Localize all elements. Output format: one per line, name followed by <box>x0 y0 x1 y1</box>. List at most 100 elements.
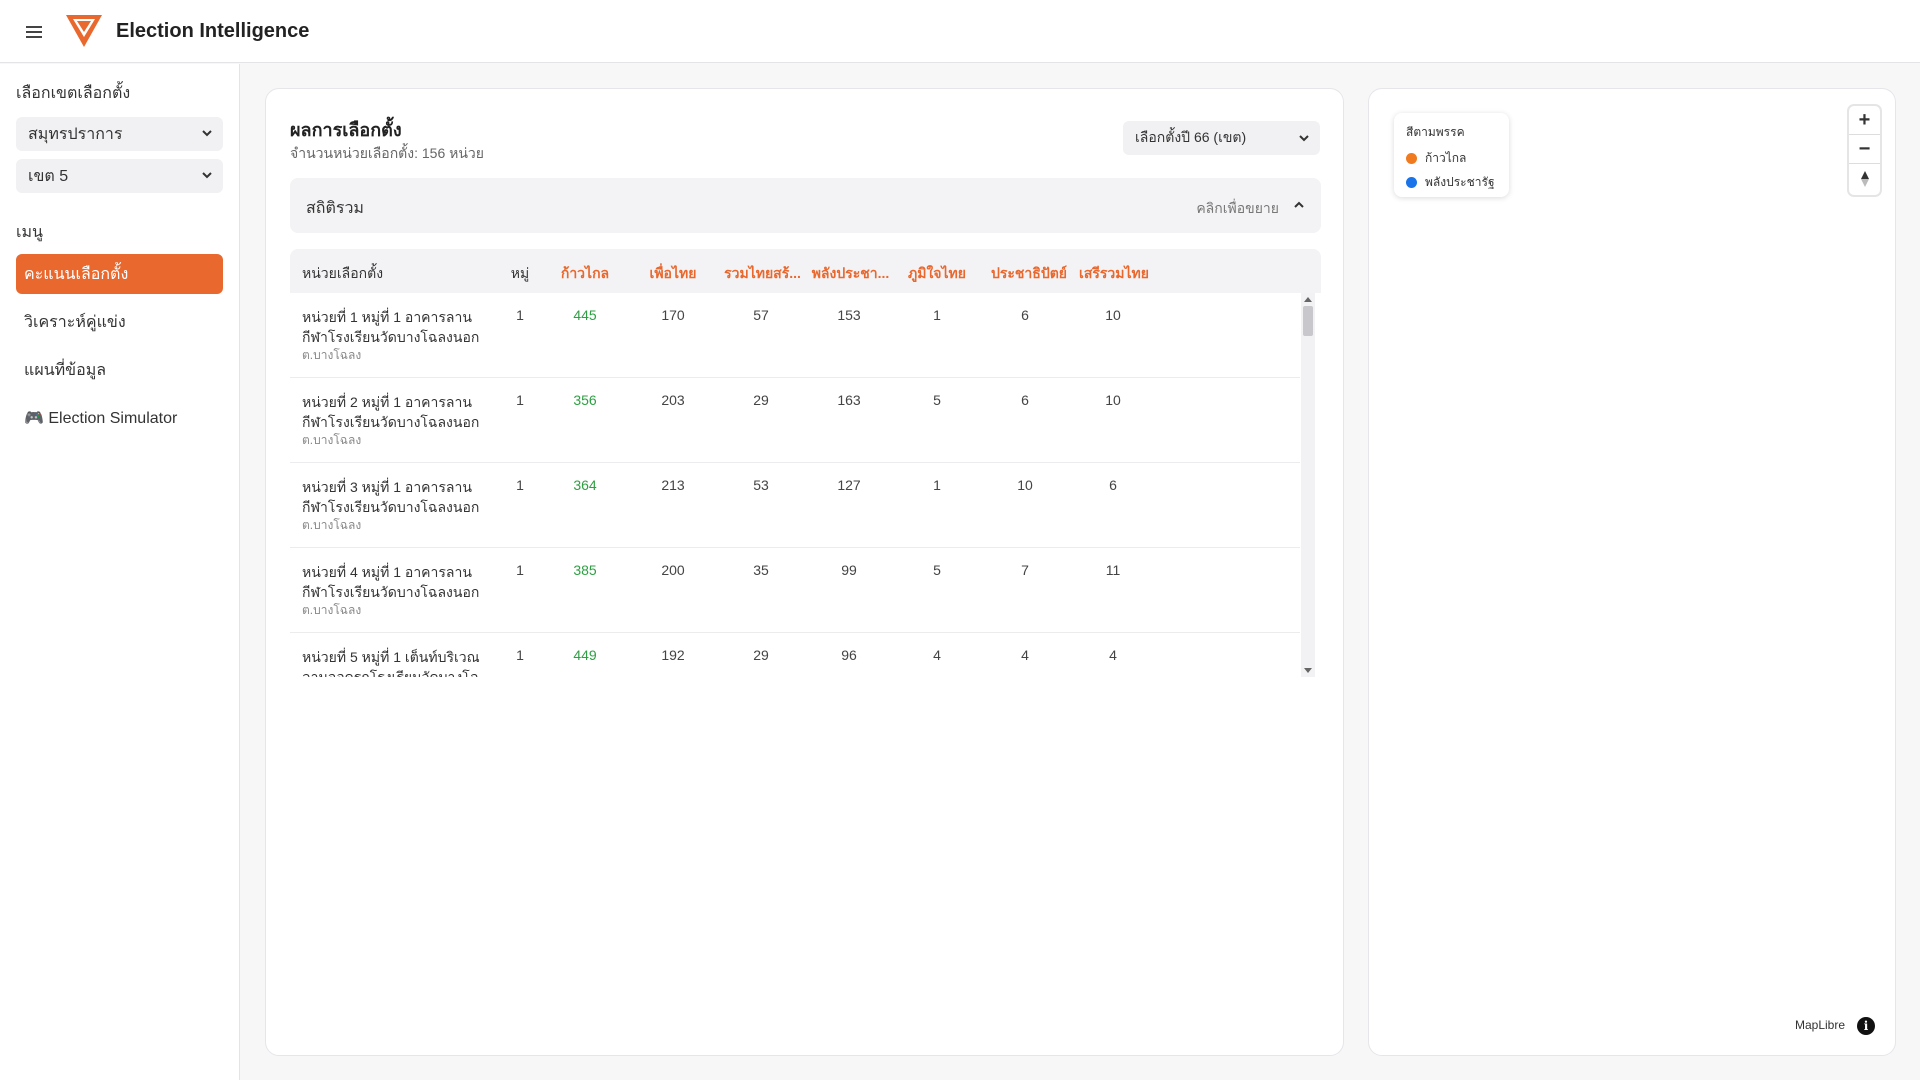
vote-cell: 1 <box>933 307 941 323</box>
sidebar: เลือกเขตเลือกตั้ง สมุทรปราการ เขต 5 เมนู… <box>0 64 240 1080</box>
scroll-down-arrow-icon[interactable] <box>1304 668 1312 673</box>
logo-icon <box>66 15 102 47</box>
chevron-up-icon <box>1294 201 1304 208</box>
election-year-value: เลือกตั้งปี 66 (เขต) <box>1135 129 1247 145</box>
subdistrict-name: ต.บางโฉลง <box>302 603 362 617</box>
vote-cell: 10 <box>1105 392 1121 408</box>
vote-cell: 99 <box>841 562 857 578</box>
col-header-party[interactable]: ภูมิใจไทย <box>908 265 966 281</box>
col-header-party[interactable]: ก้าวไกล <box>560 265 610 281</box>
vote-cell: 203 <box>661 392 685 408</box>
vote-cell: 11 <box>1105 562 1121 578</box>
vote-cell: 29 <box>753 392 769 408</box>
col-header-party[interactable]: รวมไทยสร้... <box>724 265 801 281</box>
vote-cell: 96 <box>841 647 857 663</box>
hamburger-icon[interactable] <box>24 23 44 39</box>
vote-cell: 445 <box>573 307 597 323</box>
vote-cell: 10 <box>1105 307 1121 323</box>
vote-cell: 153 <box>837 307 861 323</box>
table-row[interactable]: หน่วยที่ 5 หมู่ที่ 1 เต็นท์บริเวณลานจอดร… <box>290 633 1300 677</box>
subdistrict-name: ต.บางโฉลง <box>302 348 362 362</box>
vote-cell: 6 <box>1021 392 1029 408</box>
vote-cell: 200 <box>661 562 685 578</box>
zoom-out-button[interactable]: − <box>1849 135 1880 164</box>
election-year-select[interactable]: เลือกตั้งปี 66 (เขต) <box>1123 121 1320 155</box>
vote-cell: 1 <box>933 477 941 493</box>
summary-stats-toggle[interactable]: สถิติรวม คลิกเพื่อขยาย <box>290 178 1321 233</box>
table-row[interactable]: หน่วยที่ 3 หมู่ที่ 1 อาคารลานกีฬาโรงเรีย… <box>290 463 1300 548</box>
chevron-down-icon <box>202 172 212 179</box>
nav-item-data-map[interactable]: แผนที่ข้อมูล <box>24 361 107 379</box>
vote-cell: 364 <box>573 477 597 493</box>
app-title: Election Intelligence <box>116 20 310 42</box>
nav-item-competitor-analysis[interactable]: วิเคราะห์คู่แข่ง <box>24 313 126 331</box>
vote-cell: 6 <box>1109 477 1117 493</box>
moo-cell: 1 <box>516 392 524 408</box>
col-header-party[interactable]: เพื่อไทย <box>649 265 697 281</box>
district-select-value: เขต 5 <box>28 167 69 185</box>
scroll-thumb[interactable] <box>1303 306 1313 336</box>
moo-cell: 1 <box>516 307 524 323</box>
table-row[interactable]: หน่วยที่ 2 หมู่ที่ 1 อาคารลานกีฬาโรงเรีย… <box>290 378 1300 463</box>
table-row[interactable]: หน่วยที่ 4 หมู่ที่ 1 อาคารลานกีฬาโรงเรีย… <box>290 548 1300 633</box>
vote-cell: 449 <box>573 647 597 663</box>
col-header-moo[interactable]: หมู่ <box>510 265 530 281</box>
vote-cell: 35 <box>753 562 769 578</box>
subdistrict-name: ต.บางโฉลง <box>302 518 362 532</box>
moo-cell: 1 <box>516 562 524 578</box>
moo-cell: 1 <box>516 647 524 663</box>
results-table-header: หน่วยเลือกตั้ง หมู่ ก้าวไกล เพื่อไทย รวม… <box>290 249 1321 293</box>
legend-item: พลังประชารัฐ <box>1406 173 1497 192</box>
results-title: ผลการเลือกตั้ง <box>290 120 402 140</box>
vote-cell: 57 <box>753 307 769 323</box>
col-header-unit[interactable]: หน่วยเลือกตั้ง <box>302 265 384 281</box>
vote-cell: 170 <box>661 307 685 323</box>
province-select[interactable]: สมุทรปราการ <box>16 117 223 151</box>
chevron-down-icon <box>1299 135 1309 142</box>
app-header: Election Intelligence <box>0 0 1920 63</box>
reset-bearing-button[interactable] <box>1849 164 1880 193</box>
expand-hint: คลิกเพื่อขยาย <box>1196 200 1279 216</box>
menu-label: เมนู <box>16 224 43 241</box>
map-panel[interactable]: สีตามพรรค ก้าวไกล พลังประชารัฐ + − MapLi… <box>1368 88 1896 1056</box>
col-header-party[interactable]: ประชาธิปัตย์ <box>990 265 1067 281</box>
col-header-party[interactable]: พลังประชา... <box>811 265 890 281</box>
select-district-label: เลือกเขตเลือกตั้ง <box>16 85 131 102</box>
vote-cell: 127 <box>837 477 861 493</box>
legend-dot-icon <box>1406 177 1417 188</box>
scroll-up-arrow-icon[interactable] <box>1304 297 1312 302</box>
polling-unit-name: หน่วยที่ 1 หมู่ที่ 1 อาคารลานกีฬาโรงเรีย… <box>302 309 480 345</box>
chevron-down-icon <box>202 130 212 137</box>
nav-item-election-simulator[interactable]: 🎮 Election Simulator <box>24 410 178 427</box>
results-table-body[interactable]: หน่วยที่ 1 หมู่ที่ 1 อาคารลานกีฬาโรงเรีย… <box>290 293 1321 677</box>
legend-label: ก้าวไกล <box>1425 151 1467 165</box>
map-legend: สีตามพรรค ก้าวไกล พลังประชารัฐ <box>1394 113 1509 197</box>
map-zoom-controls: + − <box>1849 106 1880 195</box>
province-select-value: สมุทรปราการ <box>28 125 123 143</box>
polling-unit-name: หน่วยที่ 2 หมู่ที่ 1 อาคารลานกีฬาโรงเรีย… <box>302 394 480 430</box>
legend-dot-icon <box>1406 153 1417 164</box>
polling-unit-name: หน่วยที่ 5 หมู่ที่ 1 เต็นท์บริเวณลานจอดร… <box>302 649 480 677</box>
district-select[interactable]: เขต 5 <box>16 159 223 193</box>
zoom-in-button[interactable]: + <box>1849 106 1880 135</box>
vote-cell: 53 <box>753 477 769 493</box>
legend-title: สีตามพรรค <box>1406 125 1465 139</box>
polling-unit-count: จำนวนหน่วยเลือกตั้ง: 156 หน่วย <box>290 145 484 161</box>
polling-unit-name: หน่วยที่ 3 หมู่ที่ 1 อาคารลานกีฬาโรงเรีย… <box>302 479 480 515</box>
col-header-party[interactable]: เสรีรวมไทย <box>1079 265 1149 281</box>
polling-unit-name: หน่วยที่ 4 หมู่ที่ 1 อาคารลานกีฬาโรงเรีย… <box>302 564 480 600</box>
vote-cell: 385 <box>573 562 597 578</box>
info-icon[interactable]: i <box>1857 1017 1875 1035</box>
nav-item-scores[interactable]: คะแนนเลือกตั้ง <box>16 254 223 294</box>
table-row[interactable]: หน่วยที่ 1 หมู่ที่ 1 อาคารลานกีฬาโรงเรีย… <box>290 293 1300 378</box>
map-attribution[interactable]: MapLibre <box>1794 1018 1845 1032</box>
legend-label: พลังประชารัฐ <box>1425 175 1495 189</box>
subdistrict-name: ต.บางโฉลง <box>302 433 362 447</box>
results-card: ผลการเลือกตั้ง จำนวนหน่วยเลือกตั้ง: 156 … <box>265 88 1344 1056</box>
vote-cell: 6 <box>1021 307 1029 323</box>
legend-item: ก้าวไกล <box>1406 149 1497 168</box>
vote-cell: 356 <box>573 392 597 408</box>
vote-cell: 4 <box>1109 647 1117 663</box>
table-scrollbar[interactable] <box>1301 293 1315 677</box>
vote-cell: 5 <box>933 562 941 578</box>
